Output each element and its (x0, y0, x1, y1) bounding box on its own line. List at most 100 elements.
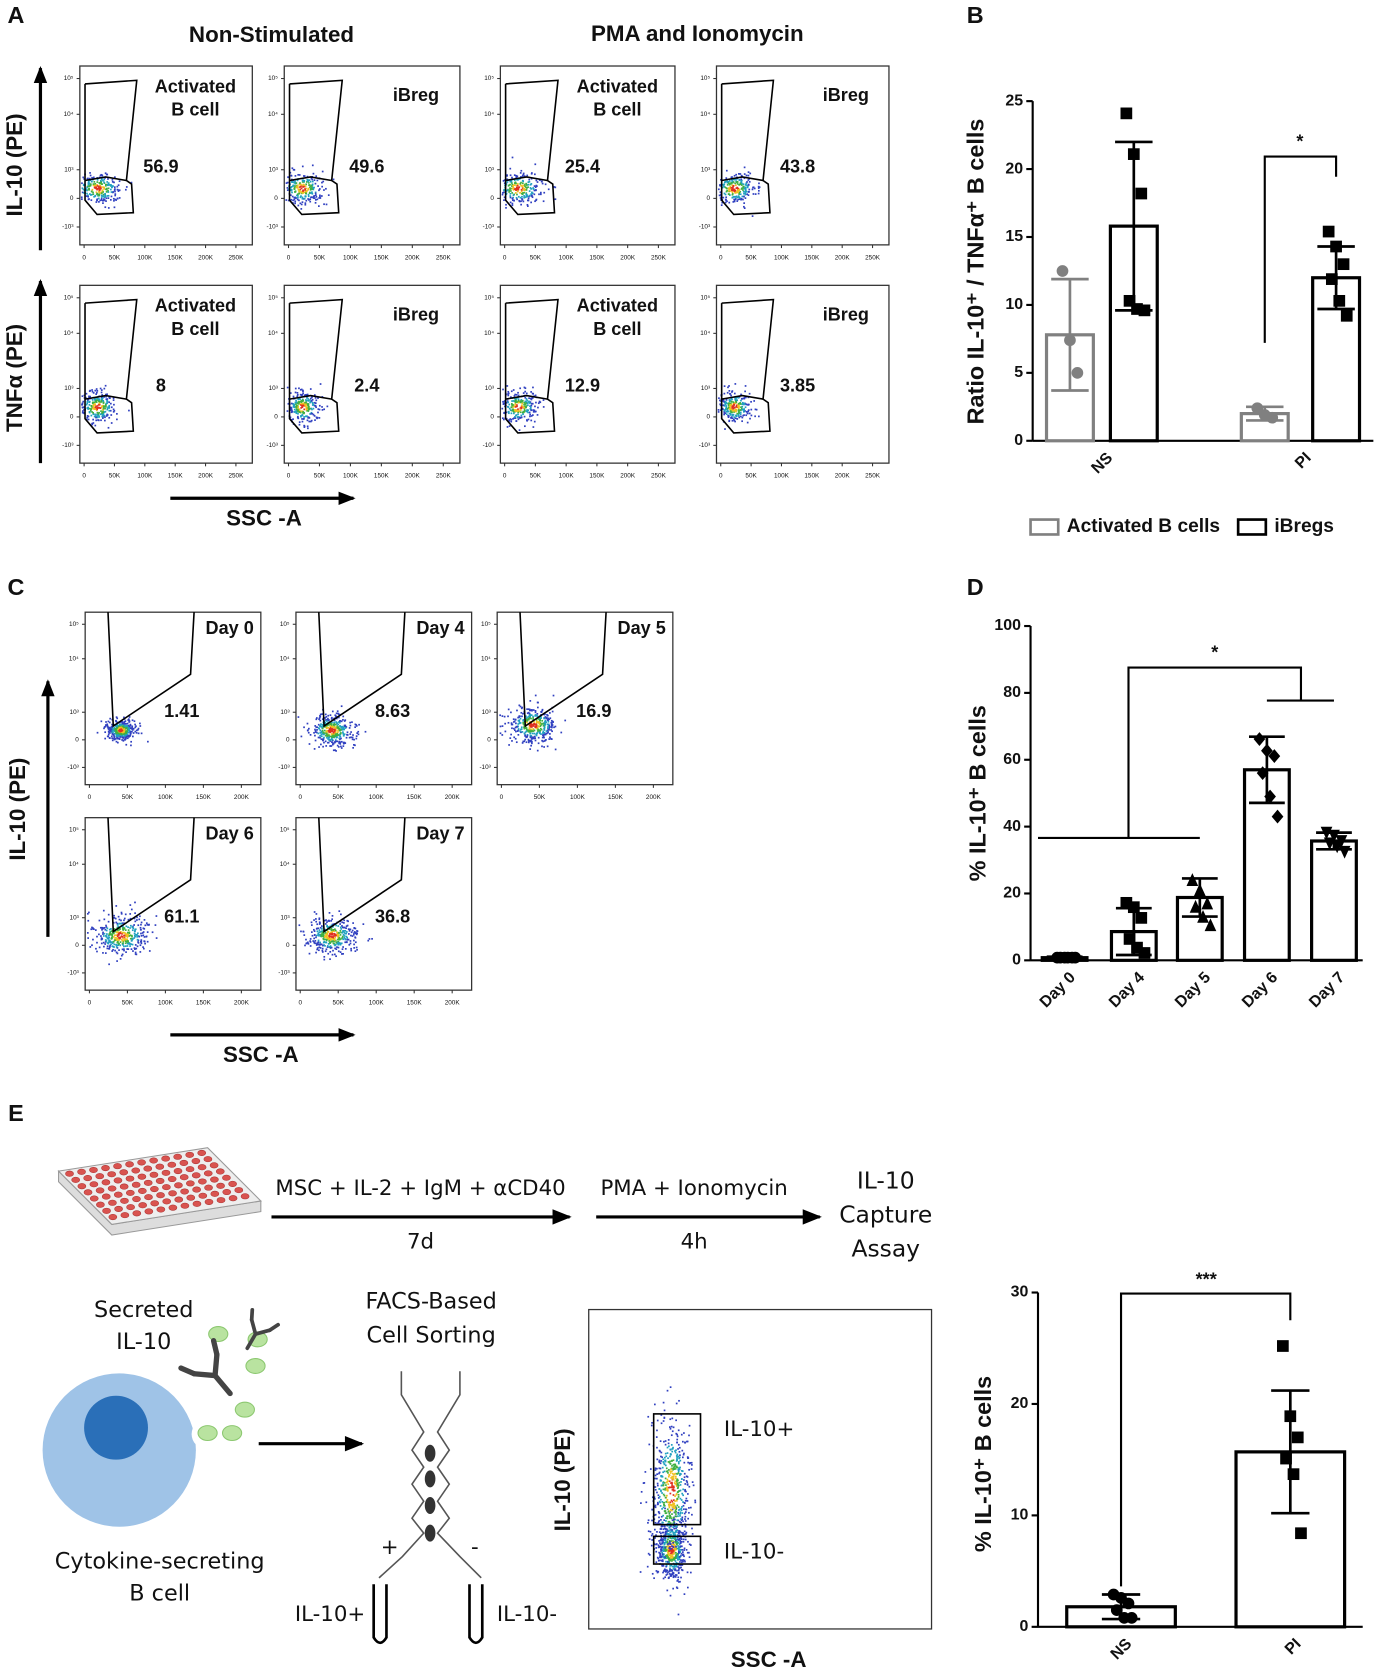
event-dot (352, 933, 355, 936)
event-dot (295, 186, 298, 189)
plate-well (215, 1168, 225, 1175)
event-dot (735, 181, 738, 183)
event-dot (327, 736, 330, 739)
event-dot (99, 188, 102, 190)
event-dot (547, 723, 550, 726)
event-dot (93, 184, 96, 187)
event-dot (117, 190, 120, 192)
event-dot (317, 927, 320, 930)
event-dot (106, 408, 109, 411)
event-dot (83, 409, 85, 411)
event-dot (82, 176, 85, 179)
event-dot (747, 179, 750, 181)
event-dot (728, 201, 731, 204)
event-dot (89, 183, 92, 186)
gate-value: 12.9 (565, 375, 600, 395)
assay-label: Capture (839, 1200, 932, 1228)
event-dot (730, 397, 733, 400)
event-dot (115, 716, 118, 719)
event-dot (525, 398, 528, 400)
event-dot (521, 174, 524, 177)
event-dot (111, 186, 113, 189)
flow-x-tick: 0 (719, 473, 723, 480)
event-dot (97, 414, 100, 417)
event-dot (757, 185, 760, 188)
event-dot (93, 415, 96, 418)
event-dot (316, 930, 319, 933)
gate-label: Day 7 (416, 824, 464, 844)
event-dot (317, 185, 319, 187)
event-dot (86, 189, 88, 192)
event-dot (313, 941, 316, 944)
event-dot (101, 415, 104, 418)
event-dot (661, 1559, 664, 1561)
tube-label: IL-10- (497, 1602, 557, 1627)
event-dot (97, 413, 100, 415)
event-dot (100, 942, 103, 945)
event-dot (522, 189, 525, 191)
event-dot (536, 724, 539, 727)
event-dot (103, 927, 106, 929)
event-dot (519, 705, 522, 708)
event-dot (525, 717, 528, 719)
event-dot (134, 912, 136, 915)
event-dot (337, 746, 340, 748)
event-dot (672, 1576, 675, 1579)
event-dot (98, 191, 100, 194)
event-dot (740, 181, 743, 183)
event-dot (100, 389, 103, 391)
event-dot (111, 934, 113, 937)
event-dot (668, 1557, 671, 1559)
flow-y-tick: -10³ (483, 442, 494, 449)
event-dot (90, 405, 93, 407)
event-dot (678, 1568, 680, 1570)
event-dot (324, 713, 327, 716)
flow-y-tick: -10³ (278, 764, 289, 771)
axis-arrow-head (33, 66, 48, 84)
event-dot (528, 190, 531, 192)
event-dot (725, 408, 727, 411)
event-dot (660, 1555, 663, 1558)
event-dot (729, 412, 732, 415)
event-dot (341, 725, 344, 728)
plate-sign: - (471, 1535, 479, 1560)
event-dot (105, 393, 107, 396)
event-dot (320, 930, 323, 933)
event-dot (520, 726, 523, 729)
event-dot (334, 723, 337, 726)
event-dot (324, 717, 327, 719)
event-dot (534, 410, 537, 413)
assay-label: Assay (851, 1234, 920, 1262)
event-dot (319, 715, 321, 717)
event-dot (333, 953, 336, 956)
event-dot (659, 1532, 662, 1535)
event-dot (532, 386, 534, 389)
event-dot (728, 183, 731, 186)
event-dot (102, 193, 105, 196)
event-dot (119, 734, 121, 737)
event-dot (319, 731, 322, 734)
flow-x-tick: 0 (503, 473, 507, 480)
event-dot (123, 732, 126, 735)
event-dot (292, 184, 295, 187)
event-dot (126, 932, 129, 935)
event-dot (346, 733, 348, 736)
event-dot (116, 737, 119, 740)
event-dot (325, 745, 328, 747)
event-dot (718, 397, 720, 400)
event-dot (684, 1533, 687, 1535)
event-dot (667, 1577, 670, 1579)
event-dot (347, 928, 350, 930)
event-dot (534, 189, 537, 191)
event-dot (682, 1559, 685, 1561)
event-dot (664, 1576, 667, 1579)
event-dot (119, 941, 122, 943)
event-dot (335, 948, 338, 951)
event-dot (519, 722, 522, 724)
event-dot (731, 417, 734, 420)
event-dot (512, 400, 515, 402)
event-dot (304, 401, 306, 404)
gate (720, 298, 775, 434)
event-dot (501, 715, 504, 717)
event-dot (688, 1507, 690, 1509)
